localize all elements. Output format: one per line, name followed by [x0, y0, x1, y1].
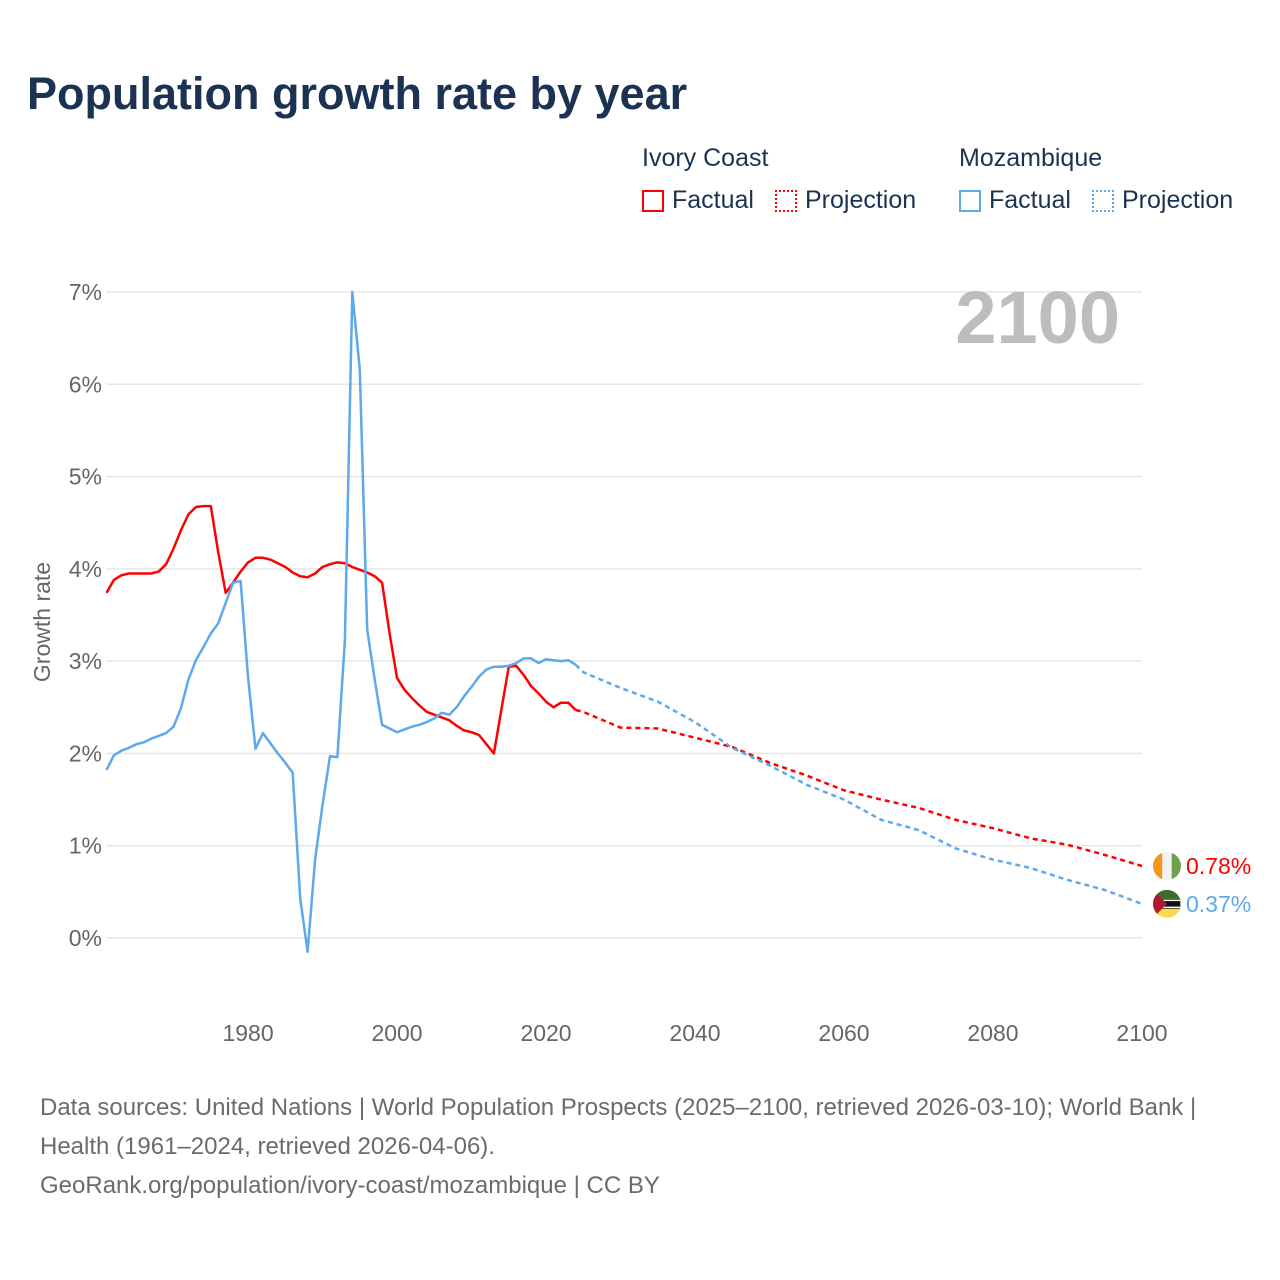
ivory-coast-factual-line — [105, 504, 577, 755]
dotted-swatch-icon — [775, 189, 797, 212]
solid-swatch-icon — [959, 189, 981, 212]
legend-mozambique-projection[interactable]: Projection — [1092, 186, 1233, 215]
mozambique-projection-line — [574, 663, 1143, 906]
legend-group-ivory-coast: Ivory Coast — [642, 144, 768, 173]
flag-stripe — [1153, 908, 1181, 918]
y-tick-label: 1% — [69, 833, 102, 859]
current-year-display: 2100 — [955, 276, 1120, 359]
legend-country-label: Mozambique — [959, 144, 1103, 172]
x-tick-label: 2020 — [520, 1020, 571, 1046]
x-tick-label: 2100 — [1116, 1020, 1167, 1046]
mozambique-end-value: 0.37% — [1186, 891, 1251, 917]
x-tick-label: 1980 — [222, 1020, 273, 1046]
footer: Data sources: United Nations | World Pop… — [40, 1088, 1240, 1205]
ivory-coast-projection-line — [575, 708, 1143, 868]
legend-ivory-coast-factual[interactable]: Factual — [642, 186, 754, 215]
y-axis-label: Growth rate — [29, 562, 55, 682]
legend-item-label: Projection — [1122, 186, 1234, 214]
mozambique-factual-line — [105, 290, 577, 954]
flag-stripe — [1171, 852, 1181, 881]
y-tick-label: 7% — [69, 279, 102, 305]
ivory-coast-flag-icon — [1153, 852, 1181, 881]
legend-ivory-coast-projection[interactable]: Projection — [775, 186, 916, 215]
x-tick-label: 2000 — [371, 1020, 422, 1046]
legend-item-label: Factual — [989, 186, 1071, 214]
flag-stripe — [1162, 852, 1172, 881]
flag — [1153, 852, 1181, 881]
dotted-swatch-icon — [1092, 189, 1114, 212]
ivory-coast-end-value: 0.78% — [1186, 853, 1251, 879]
x-tick-label: 2060 — [818, 1020, 869, 1046]
x-tick-label: 2080 — [967, 1020, 1018, 1046]
chart-title: Population growth rate by year — [27, 68, 688, 119]
y-tick-label: 3% — [69, 648, 102, 674]
y-tick-label: 5% — [69, 464, 102, 490]
mozambique-flag-icon — [1153, 889, 1181, 918]
legend-country-label: Ivory Coast — [642, 144, 769, 172]
y-tick-label: 6% — [69, 371, 102, 397]
flag-stripe — [1153, 889, 1181, 899]
y-tick-label: 0% — [69, 925, 102, 951]
flag-triangle — [1153, 889, 1167, 918]
legend-item-label: Factual — [672, 186, 754, 214]
data-sources-text: Data sources: United Nations | World Pop… — [40, 1094, 1197, 1160]
legend-mozambique-factual[interactable]: Factual — [959, 186, 1071, 215]
y-tick-label: 4% — [69, 556, 102, 582]
y-tick-label: 2% — [69, 740, 102, 766]
legend-item-label: Projection — [805, 186, 917, 214]
credit-link[interactable]: GeoRank.org/population/ivory-coast/mozam… — [40, 1172, 660, 1199]
flag-stripe — [1153, 852, 1163, 881]
solid-swatch-icon — [642, 189, 664, 212]
flag — [1153, 889, 1181, 918]
legend-group-mozambique: Mozambique — [959, 144, 1102, 173]
x-tick-label: 2040 — [669, 1020, 720, 1046]
